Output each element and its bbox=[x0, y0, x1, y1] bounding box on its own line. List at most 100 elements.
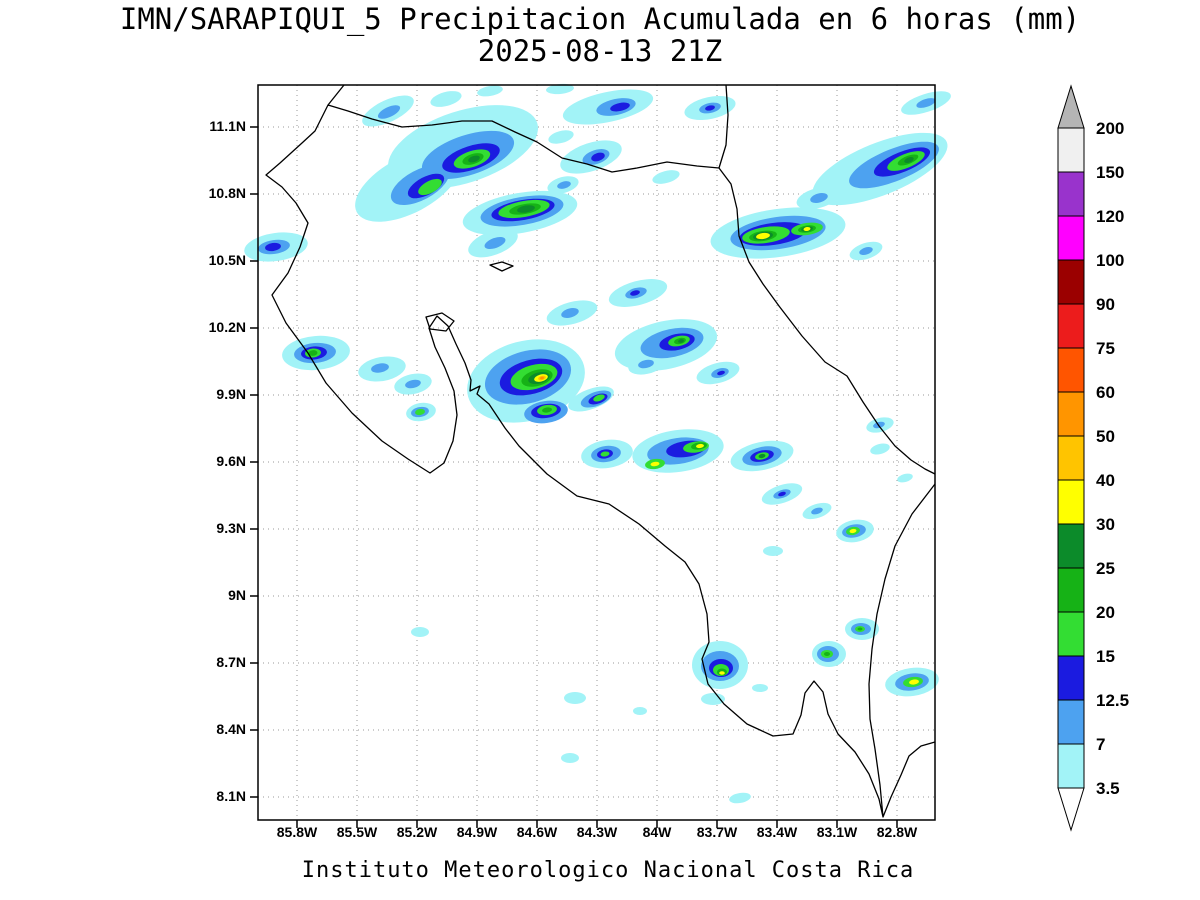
precip-cell bbox=[652, 170, 680, 184]
footer-credit: Instituto Meteorologico Nacional Costa R… bbox=[301, 858, 915, 883]
colorbar-label: 90 bbox=[1096, 295, 1115, 314]
colorbar-segment bbox=[1057, 479, 1085, 525]
lon-tick-label: 85.2W bbox=[396, 824, 438, 840]
colorbar-label: 50 bbox=[1096, 427, 1115, 446]
precip-cell bbox=[897, 473, 913, 483]
lat-tick-label: 8.1N bbox=[216, 788, 246, 804]
colorbar-label: 15 bbox=[1096, 647, 1115, 666]
colorbar-segment bbox=[1057, 743, 1085, 789]
colorbar-label: 30 bbox=[1096, 515, 1115, 534]
colorbar-label: 75 bbox=[1096, 339, 1115, 358]
colorbar-label: 25 bbox=[1096, 559, 1115, 578]
precip-cell bbox=[564, 692, 586, 704]
precip-cell bbox=[540, 376, 544, 380]
precip-cell bbox=[811, 507, 823, 515]
colorbar-segment bbox=[1057, 567, 1085, 613]
lat-tick-label: 9.6N bbox=[216, 453, 246, 469]
colorbar-segment bbox=[1057, 215, 1085, 261]
chart-subtitle: 2025-08-13 21Z bbox=[477, 34, 723, 68]
lon-tick-label: 84W bbox=[642, 824, 672, 840]
colorbar-segment bbox=[1057, 127, 1085, 173]
precip-cell bbox=[696, 443, 704, 449]
colorbar-segment bbox=[1057, 699, 1085, 745]
precip-cell bbox=[430, 91, 462, 107]
precip-cell bbox=[600, 451, 610, 457]
precip-cell bbox=[729, 792, 751, 804]
precip-cell bbox=[593, 394, 605, 402]
chart-title: IMN/SARAPIQUI_5 Precipitacion Acumulada … bbox=[119, 2, 1081, 36]
colorbar-label: 3.5 bbox=[1096, 779, 1120, 798]
precip-cell bbox=[546, 83, 574, 95]
colorbar-label: 20 bbox=[1096, 603, 1115, 622]
colorbar-segment bbox=[1057, 171, 1085, 217]
precip-cell bbox=[752, 684, 768, 692]
precip-cell bbox=[610, 102, 630, 112]
precip-cell bbox=[591, 152, 605, 162]
precip-cell bbox=[308, 350, 318, 356]
precip-cell bbox=[484, 236, 506, 250]
colorbar-label: 200 bbox=[1096, 119, 1124, 138]
colorbar-svg: 200 150 120 100 90 75 60 50 40 30 25 20 15 12.5 7 3.5 bbox=[1057, 84, 1129, 832]
lat-tick-label: 9.3N bbox=[216, 520, 246, 536]
coastline-layer bbox=[265, 84, 936, 818]
precip-layer bbox=[244, 83, 951, 804]
lat-tick-label: 10.2N bbox=[208, 319, 246, 335]
lon-tick-label: 85.5W bbox=[336, 824, 378, 840]
precip-cell bbox=[415, 408, 425, 416]
precip-cell bbox=[904, 157, 914, 163]
precip-cell bbox=[561, 308, 579, 318]
precip-cell bbox=[870, 443, 890, 455]
colorbar-label: 7 bbox=[1096, 735, 1105, 754]
precip-cell bbox=[411, 627, 429, 637]
lat-tick-label: 10.8N bbox=[208, 185, 246, 201]
precip-cell bbox=[857, 627, 863, 631]
precip-cell bbox=[418, 178, 442, 196]
lon-tick-label: 84.6W bbox=[516, 824, 558, 840]
colorbar-label: 40 bbox=[1096, 471, 1115, 490]
colorbar: 200 150 120 100 90 75 60 50 40 30 25 20 15 12.5 7 3.5 bbox=[1050, 84, 1200, 845]
precip-cell bbox=[803, 226, 811, 232]
precip-cell bbox=[701, 693, 725, 705]
precip-cell bbox=[909, 679, 919, 685]
precip-cell bbox=[548, 130, 574, 144]
lat-tick-label: 8.4N bbox=[216, 721, 246, 737]
colorbar-label: 60 bbox=[1096, 383, 1115, 402]
lat-tick-label: 9N bbox=[228, 587, 246, 603]
precip-cell bbox=[916, 98, 936, 108]
precip-cell bbox=[377, 105, 401, 119]
colorbar-segment bbox=[1057, 259, 1085, 305]
precip-cell bbox=[849, 528, 857, 534]
colorbar-segment bbox=[1057, 523, 1085, 569]
lat-axis: 11.1N 10.8N 10.5N 10.2N 9.9N 9.6N 9.3N 9N 8.7N 8.… bbox=[170, 85, 252, 825]
colorbar-segment bbox=[1057, 611, 1085, 657]
lon-tick-label: 85.8W bbox=[276, 824, 318, 840]
precip-cell bbox=[517, 205, 535, 213]
precip-cell bbox=[650, 461, 660, 467]
precip-cell bbox=[763, 546, 783, 556]
lon-tick-label: 83.1W bbox=[816, 824, 858, 840]
precip-cell bbox=[468, 155, 480, 163]
colorbar-segment bbox=[1057, 303, 1085, 349]
colorbar-label: 100 bbox=[1096, 251, 1124, 270]
precip-cell bbox=[371, 363, 389, 373]
precip-cell bbox=[638, 359, 654, 369]
precip-cell bbox=[756, 232, 770, 240]
precip-cell bbox=[778, 491, 786, 497]
colorbar-segment bbox=[1057, 435, 1085, 481]
precip-cell bbox=[705, 105, 715, 111]
precip-cell bbox=[824, 652, 830, 656]
precip-cell bbox=[633, 707, 647, 715]
colorbar-segment bbox=[1057, 655, 1085, 701]
colorbar-layer: 200 150 120 100 90 75 60 50 40 30 25 20 15 12.5 7 3.5 bbox=[1057, 84, 1129, 832]
tick-layer bbox=[250, 126, 898, 828]
lon-axis: 85.8W 85.5W 85.2W 84.9W 84.6W 84.3W 84W 83.7W 83… bbox=[258, 824, 935, 848]
lon-tick-label: 83.7W bbox=[696, 824, 738, 840]
lat-tick-label: 9.9N bbox=[216, 386, 246, 402]
lat-tick-label: 11.1N bbox=[209, 118, 246, 134]
precip-cell bbox=[265, 242, 281, 252]
lon-tick-label: 82.8W bbox=[876, 824, 918, 840]
precip-cell bbox=[678, 339, 684, 343]
lon-tick-label: 84.3W bbox=[576, 824, 618, 840]
precip-cell bbox=[717, 370, 725, 376]
colorbar-top-arrow bbox=[1057, 84, 1085, 129]
